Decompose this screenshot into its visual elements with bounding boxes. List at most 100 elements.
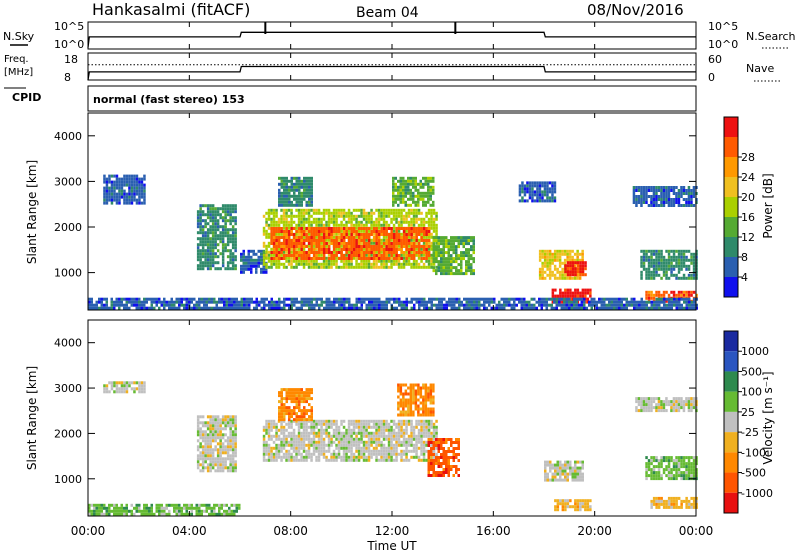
heatmap-cell: [671, 307, 674, 310]
heatmap-cell: [405, 201, 408, 204]
heatmap-cell: [343, 209, 346, 212]
heatmap-cell: [678, 250, 681, 253]
heatmap-cell: [438, 251, 441, 254]
heatmap-cell: [290, 233, 293, 236]
heatmap-cell: [283, 248, 286, 251]
heatmap-cell: [685, 189, 688, 192]
heatmap-cell: [549, 277, 552, 280]
heatmap-cell: [673, 259, 676, 262]
heatmap-cell: [463, 251, 466, 254]
heatmap-cell: [648, 186, 651, 189]
heatmap-cell: [410, 209, 413, 212]
heatmap-cell: [690, 256, 693, 259]
heatmap-cell: [418, 257, 421, 260]
heatmap-cell: [197, 225, 200, 228]
heatmap-cell: [283, 212, 286, 215]
heatmap-cell: [265, 245, 268, 248]
heatmap-cell: [546, 274, 549, 277]
heatmap-cell: [355, 254, 358, 257]
heatmap-cell: [390, 263, 393, 266]
heatmap-cell: [528, 307, 531, 310]
heatmap-cell: [214, 418, 217, 421]
heatmap-cell: [305, 426, 308, 429]
heatmap-cell: [270, 429, 273, 432]
heatmap-cell: [250, 268, 253, 271]
heatmap-cell: [343, 233, 346, 236]
heatmap-cell: [212, 213, 215, 216]
heatmap-cell: [561, 262, 564, 265]
heatmap-cell: [273, 307, 276, 310]
heatmap-cell: [569, 261, 572, 264]
heatmap-cell: [438, 260, 441, 263]
heatmap-cell: [218, 301, 221, 304]
heatmap-cell: [473, 272, 476, 275]
heatmap-cell: [300, 456, 303, 459]
heatmap-cell: [318, 254, 321, 257]
heatmap-cell: [128, 187, 131, 190]
heatmap-cell: [333, 441, 336, 444]
heatmap-cell: [217, 433, 220, 436]
heatmap-cell: [408, 257, 411, 260]
heatmap-cell: [191, 301, 194, 304]
heatmap-cell: [358, 301, 361, 304]
heatmap-cell: [207, 210, 210, 213]
heatmap-cell: [256, 307, 259, 310]
heatmap-cell: [111, 384, 114, 387]
heatmap-cell: [111, 301, 114, 304]
heatmap-cell: [296, 189, 299, 192]
heatmap-cell: [383, 248, 386, 251]
heatmap-cell: [202, 243, 205, 246]
heatmap-cell: [106, 387, 109, 390]
heatmap-cell: [243, 250, 246, 253]
heatmap-cell: [136, 187, 139, 190]
heatmap-cell: [380, 227, 383, 230]
heatmap-cell: [363, 239, 366, 242]
heatmap-cell: [417, 183, 420, 186]
heatmap-cell: [501, 298, 504, 301]
heatmap-cell: [688, 274, 691, 277]
heatmap-cell: [315, 260, 318, 263]
heatmap-cell: [350, 239, 353, 242]
heatmap-cell: [343, 447, 346, 450]
heatmap-cell: [546, 187, 549, 190]
heatmap-cell: [430, 263, 433, 266]
heatmap-cell: [209, 204, 212, 207]
heatmap-cell: [313, 260, 316, 263]
heatmap-cell: [348, 298, 351, 301]
heatmap-cell: [217, 228, 220, 231]
heatmap-cell: [335, 432, 338, 435]
heatmap-cell: [670, 271, 673, 274]
heatmap-cell: [646, 304, 649, 307]
heatmap-cell: [415, 204, 418, 207]
heatmap-cell: [214, 228, 217, 231]
heatmap-cell: [308, 230, 311, 233]
heatmap-cell: [626, 307, 629, 310]
heatmap-cell: [232, 234, 235, 237]
heatmap-region: [197, 415, 237, 472]
heatmap-cell: [451, 298, 454, 301]
heatmap-cell: [263, 447, 266, 450]
heatmap-cell: [392, 201, 395, 204]
heatmap-cell: [680, 195, 683, 198]
heatmap-cell: [227, 418, 230, 421]
heatmap-cell: [430, 245, 433, 248]
heatmap-cell: [408, 212, 411, 215]
heatmap-cell: [108, 307, 111, 310]
heatmap-cell: [278, 227, 281, 230]
heatmap-cell: [675, 195, 678, 198]
heatmap-cell: [663, 189, 666, 192]
heatmap-cell: [635, 186, 638, 189]
heatmap-cell: [293, 239, 296, 242]
heatmap-cell: [209, 436, 212, 439]
heatmap-cell: [303, 304, 306, 307]
heatmap-cell: [315, 233, 318, 236]
heatmap-cell: [330, 239, 333, 242]
heatmap-cell: [208, 307, 211, 310]
heatmap-cell: [549, 199, 552, 202]
heatmap-cell: [197, 267, 200, 270]
heatmap-cell: [203, 298, 206, 301]
heatmap-cell: [278, 260, 281, 263]
heatmap-cell: [123, 175, 126, 178]
heatmap-cell: [345, 245, 348, 248]
heatmap-cell: [270, 236, 273, 239]
